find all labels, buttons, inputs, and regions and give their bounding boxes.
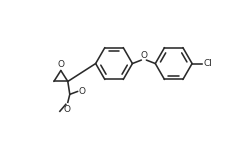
Text: O: O	[57, 60, 64, 69]
Text: O: O	[63, 105, 70, 114]
Text: Cl: Cl	[203, 59, 212, 68]
Text: O: O	[78, 87, 85, 96]
Text: O: O	[140, 51, 147, 59]
